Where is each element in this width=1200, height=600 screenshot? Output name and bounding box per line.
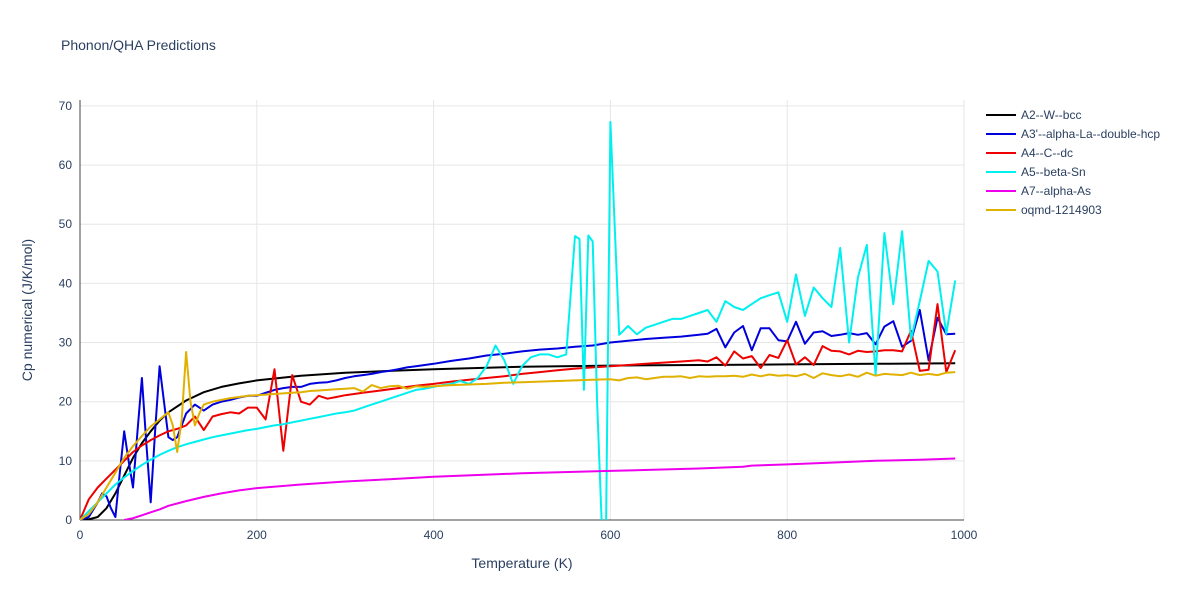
series-line-4 — [123, 457, 956, 520]
y-tick-label: 20 — [59, 395, 73, 409]
legend-label: A4--C--dc — [1021, 146, 1073, 160]
series-line-5 — [80, 351, 956, 520]
chart-title: Phonon/QHA Predictions — [61, 37, 216, 53]
axes — [79, 100, 964, 521]
series-line-1 — [80, 309, 956, 520]
x-tick-label: 800 — [777, 528, 797, 542]
legend-label: A5--beta-Sn — [1021, 165, 1086, 179]
x-tick-label: 200 — [247, 528, 267, 542]
legend-item[interactable]: A3'--alpha-La--double-hcp — [986, 127, 1160, 141]
legend-label: A3'--alpha-La--double-hcp — [1021, 127, 1160, 141]
legend-label: A7--alpha-As — [1021, 184, 1091, 198]
x-tick-label: 400 — [424, 528, 444, 542]
legend-item[interactable]: A2--W--bcc — [986, 108, 1081, 122]
series-lines — [80, 120, 957, 520]
legend-label: A2--W--bcc — [1021, 108, 1081, 122]
y-tick-label: 70 — [59, 99, 73, 113]
legend-item[interactable]: A5--beta-Sn — [986, 165, 1086, 179]
x-tick-labels: 0 200 400 600 800 1000 — [77, 528, 978, 542]
y-tick-label: 0 — [65, 513, 72, 527]
series-line-3 — [80, 120, 957, 520]
series-line-0 — [80, 362, 956, 520]
series-line-2 — [80, 303, 957, 520]
y-tick-label: 10 — [59, 454, 73, 468]
y-tick-label: 40 — [59, 276, 73, 290]
legend-label: oqmd-1214903 — [1021, 203, 1102, 217]
y-axis-title: Cp numerical (J/K/mol) — [19, 239, 35, 381]
y-tick-labels: 0 10 20 30 40 50 60 70 — [59, 99, 73, 527]
y-tick-label: 30 — [59, 336, 73, 350]
x-tick-label: 600 — [600, 528, 620, 542]
y-tick-label: 50 — [59, 217, 73, 231]
legend-item[interactable]: A7--alpha-As — [986, 184, 1091, 198]
x-tick-label: 1000 — [951, 528, 978, 542]
legend-item[interactable]: A4--C--dc — [986, 146, 1073, 160]
x-axis-title: Temperature (K) — [471, 555, 572, 571]
legend[interactable]: A2--W--bcc A3'--alpha-La--double-hcp A4--C… — [986, 108, 1160, 217]
grid — [80, 100, 965, 520]
y-tick-label: 60 — [59, 158, 73, 172]
x-tick-label: 0 — [77, 528, 84, 542]
legend-item[interactable]: oqmd-1214903 — [986, 203, 1102, 217]
